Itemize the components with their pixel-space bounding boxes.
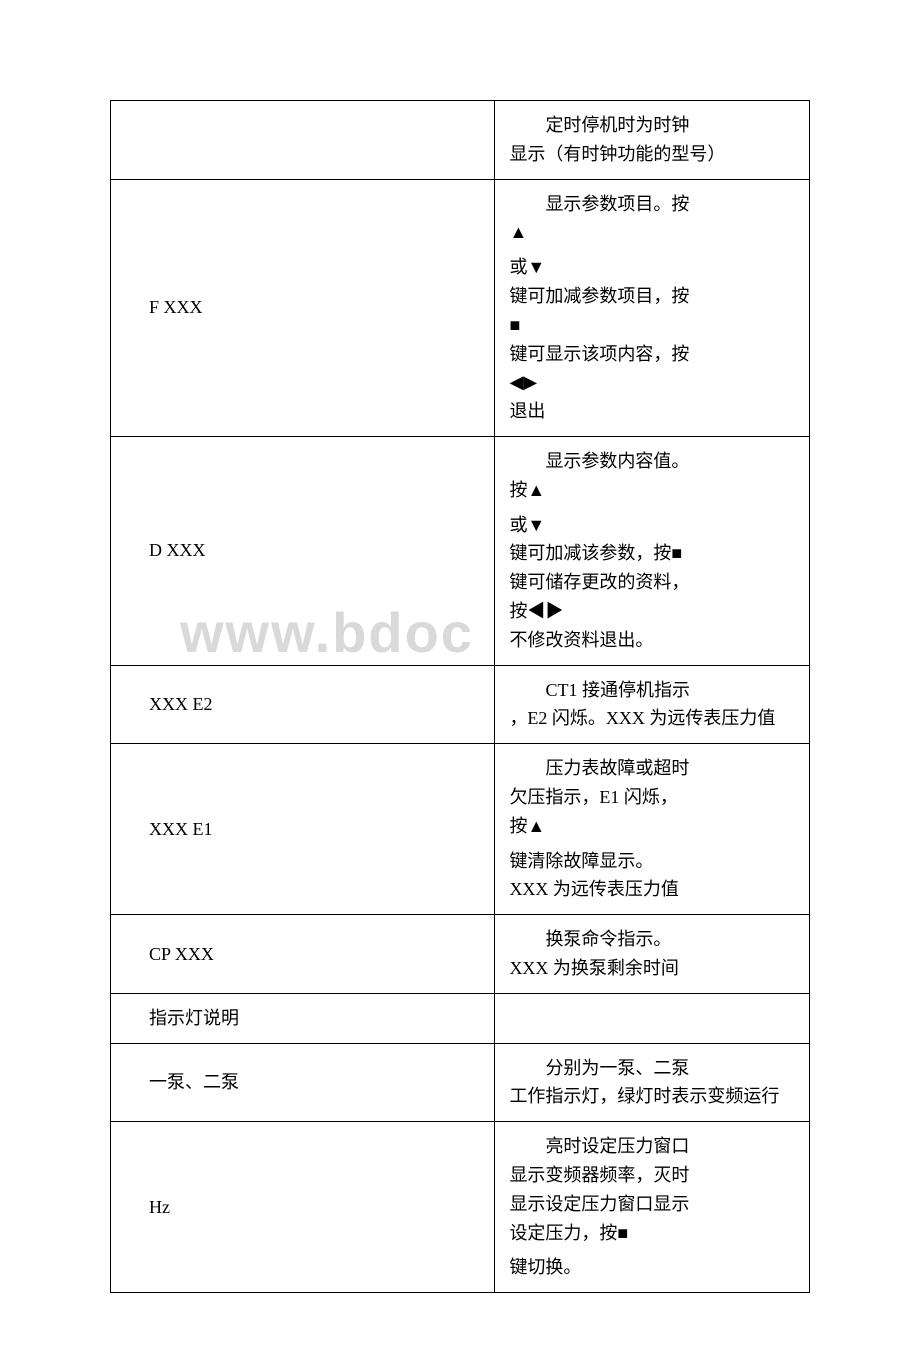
cell-label: XXX E2 bbox=[111, 665, 495, 744]
desc-text: XXX 为远传表压力值 bbox=[509, 875, 795, 904]
desc-text: ，E2 闪烁。XXX 为远传表压力值 bbox=[509, 704, 795, 733]
cell-label: F XXX bbox=[111, 179, 495, 436]
desc-text: 或▼ bbox=[509, 511, 795, 540]
square-icon: ■ bbox=[509, 311, 795, 340]
desc-text: 欠压指示，E1 闪烁， bbox=[509, 783, 795, 812]
cell-label: CP XXX bbox=[111, 915, 495, 994]
desc-text: 按▲ bbox=[509, 812, 795, 841]
desc-text: 工作指示灯，绿灯时表示变频运行 bbox=[509, 1082, 795, 1111]
desc-text: 显示（有时钟功能的型号） bbox=[509, 140, 795, 169]
desc-text: 按◀▶ bbox=[509, 597, 795, 626]
desc-text: 键可显示该项内容，按 bbox=[509, 340, 795, 369]
table-row: Hz 亮时设定压力窗口 显示变频器频率，灭时 显示设定压力窗口显示 设定压力，按… bbox=[111, 1122, 810, 1293]
table-row: 一泵、二泵 分别为一泵、二泵 工作指示灯，绿灯时表示变频运行 bbox=[111, 1043, 810, 1122]
cell-label: XXX E1 bbox=[111, 744, 495, 915]
desc-text: CT1 接通停机指示 bbox=[509, 676, 795, 705]
desc-text: 定时停机时为时钟 bbox=[509, 111, 795, 140]
up-icon: ▲ bbox=[509, 218, 795, 247]
desc-text: 压力表故障或超时 bbox=[509, 754, 795, 783]
desc-text: 显示变频器频率，灭时 bbox=[509, 1161, 795, 1190]
desc-text: 或▼ bbox=[509, 253, 795, 282]
desc-text: 键可储存更改的资料， bbox=[509, 568, 795, 597]
desc-text: 按▲ bbox=[509, 476, 795, 505]
desc-text: 键清除故障显示。 bbox=[509, 847, 795, 876]
table-row: CP XXX 换泵命令指示。 XXX 为换泵剩余时间 bbox=[111, 915, 810, 994]
spec-table: 定时停机时为时钟 显示（有时钟功能的型号） F XXX 显示参数项目。按 ▲ 或… bbox=[110, 100, 810, 1293]
cell-label: Hz bbox=[111, 1122, 495, 1293]
cell-desc: CT1 接通停机指示 ，E2 闪烁。XXX 为远传表压力值 bbox=[495, 665, 810, 744]
cell-desc bbox=[495, 993, 810, 1043]
desc-text: 亮时设定压力窗口 bbox=[509, 1132, 795, 1161]
desc-text: 换泵命令指示。 bbox=[509, 925, 795, 954]
cell-label: 一泵、二泵 bbox=[111, 1043, 495, 1122]
desc-text: 不修改资料退出。 bbox=[509, 626, 795, 655]
cell-desc: 换泵命令指示。 XXX 为换泵剩余时间 bbox=[495, 915, 810, 994]
desc-text: XXX 为换泵剩余时间 bbox=[509, 954, 795, 983]
desc-text: 分别为一泵、二泵 bbox=[509, 1054, 795, 1083]
table-row: 指示灯说明 bbox=[111, 993, 810, 1043]
cell-label bbox=[111, 101, 495, 180]
desc-text: 键可加减参数项目，按 bbox=[509, 282, 795, 311]
table-row: D XXX 显示参数内容值。 按▲ 或▼ 键可加减该参数，按■ 键可储存更改的资… bbox=[111, 436, 810, 665]
cell-label: D XXX bbox=[111, 436, 495, 665]
desc-text: 显示参数项目。按 bbox=[509, 190, 795, 219]
table-row: XXX E1 压力表故障或超时 欠压指示，E1 闪烁， 按▲ 键清除故障显示。 … bbox=[111, 744, 810, 915]
cell-desc: 显示参数内容值。 按▲ 或▼ 键可加减该参数，按■ 键可储存更改的资料， 按◀▶… bbox=[495, 436, 810, 665]
table-row: F XXX 显示参数项目。按 ▲ 或▼ 键可加减参数项目，按 ■ 键可显示该项内… bbox=[111, 179, 810, 436]
cell-desc: 亮时设定压力窗口 显示变频器频率，灭时 显示设定压力窗口显示 设定压力，按■ 键… bbox=[495, 1122, 810, 1293]
cell-desc: 压力表故障或超时 欠压指示，E1 闪烁， 按▲ 键清除故障显示。 XXX 为远传… bbox=[495, 744, 810, 915]
desc-text: 显示设定压力窗口显示 bbox=[509, 1190, 795, 1219]
cell-desc: 分别为一泵、二泵 工作指示灯，绿灯时表示变频运行 bbox=[495, 1043, 810, 1122]
cell-label: 指示灯说明 bbox=[111, 993, 495, 1043]
cell-desc: 定时停机时为时钟 显示（有时钟功能的型号） bbox=[495, 101, 810, 180]
desc-text: 显示参数内容值。 bbox=[509, 447, 795, 476]
cell-desc: 显示参数项目。按 ▲ 或▼ 键可加减参数项目，按 ■ 键可显示该项内容，按 ◀▶… bbox=[495, 179, 810, 436]
leftright-icon: ◀▶ bbox=[509, 368, 795, 397]
desc-text: 设定压力，按■ bbox=[509, 1219, 795, 1248]
table-row: 定时停机时为时钟 显示（有时钟功能的型号） bbox=[111, 101, 810, 180]
desc-text: 键可加减该参数，按■ bbox=[509, 539, 795, 568]
table-row: XXX E2 CT1 接通停机指示 ，E2 闪烁。XXX 为远传表压力值 bbox=[111, 665, 810, 744]
desc-text: 键切换。 bbox=[509, 1253, 795, 1282]
desc-text: 退出 bbox=[509, 397, 795, 426]
